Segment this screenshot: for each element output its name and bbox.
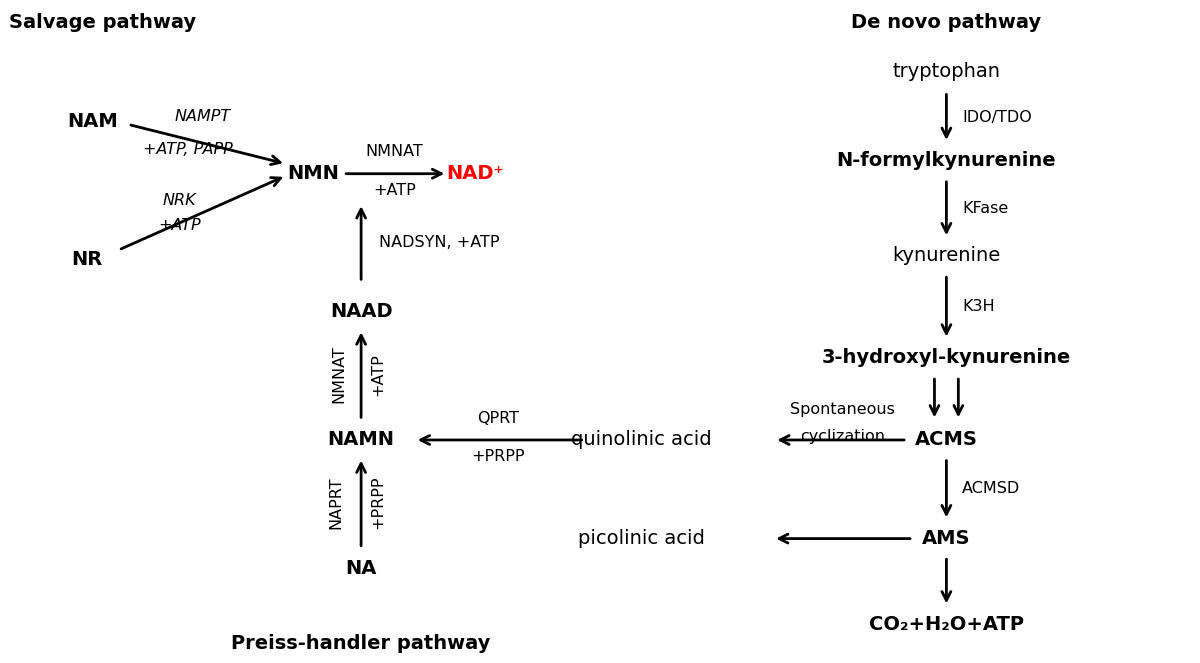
- Text: NAAD: NAAD: [330, 302, 392, 322]
- Text: ACMS: ACMS: [914, 430, 978, 450]
- Text: NAMPT: NAMPT: [174, 109, 230, 125]
- Text: Spontaneous: Spontaneous: [790, 402, 895, 417]
- Text: +PRPP: +PRPP: [371, 475, 385, 529]
- Text: AMS: AMS: [922, 529, 971, 548]
- Text: ACMSD: ACMSD: [962, 481, 1020, 496]
- Text: NAMN: NAMN: [328, 430, 395, 450]
- Text: tryptophan: tryptophan: [893, 62, 1001, 82]
- Text: NADSYN, +ATP: NADSYN, +ATP: [379, 235, 499, 250]
- Text: Preiss-handler pathway: Preiss-handler pathway: [232, 634, 491, 653]
- Text: De novo pathway: De novo pathway: [851, 13, 1042, 32]
- Text: +ATP: +ATP: [373, 183, 416, 198]
- Text: cyclization: cyclization: [800, 429, 884, 444]
- Text: NAPRT: NAPRT: [328, 476, 343, 529]
- Text: NRK: NRK: [163, 193, 197, 208]
- Text: NAM: NAM: [67, 111, 118, 131]
- Text: +ATP, PAPP: +ATP, PAPP: [143, 142, 233, 157]
- Text: CO₂+H₂O+ATP: CO₂+H₂O+ATP: [869, 615, 1024, 634]
- Text: quinolinic acid: quinolinic acid: [571, 430, 712, 450]
- Text: kynurenine: kynurenine: [893, 247, 1001, 265]
- Text: Salvage pathway: Salvage pathway: [8, 13, 196, 32]
- Text: NMN: NMN: [287, 164, 340, 183]
- Text: NAD⁺: NAD⁺: [445, 164, 503, 183]
- Text: N-formylkynurenine: N-formylkynurenine: [836, 151, 1056, 170]
- Text: NMNAT: NMNAT: [331, 345, 347, 403]
- Text: 3-hydroxyl-kynurenine: 3-hydroxyl-kynurenine: [822, 348, 1072, 367]
- Text: picolinic acid: picolinic acid: [578, 529, 706, 548]
- Text: NA: NA: [346, 559, 377, 577]
- Text: NR: NR: [71, 250, 102, 269]
- Text: K3H: K3H: [962, 299, 995, 314]
- Text: +PRPP: +PRPP: [472, 449, 526, 463]
- Text: +ATP: +ATP: [158, 218, 200, 233]
- Text: QPRT: QPRT: [478, 411, 520, 426]
- Text: +ATP: +ATP: [371, 353, 385, 396]
- Text: NMNAT: NMNAT: [366, 145, 424, 159]
- Text: IDO/TDO: IDO/TDO: [962, 109, 1032, 125]
- Text: KFase: KFase: [962, 201, 1008, 216]
